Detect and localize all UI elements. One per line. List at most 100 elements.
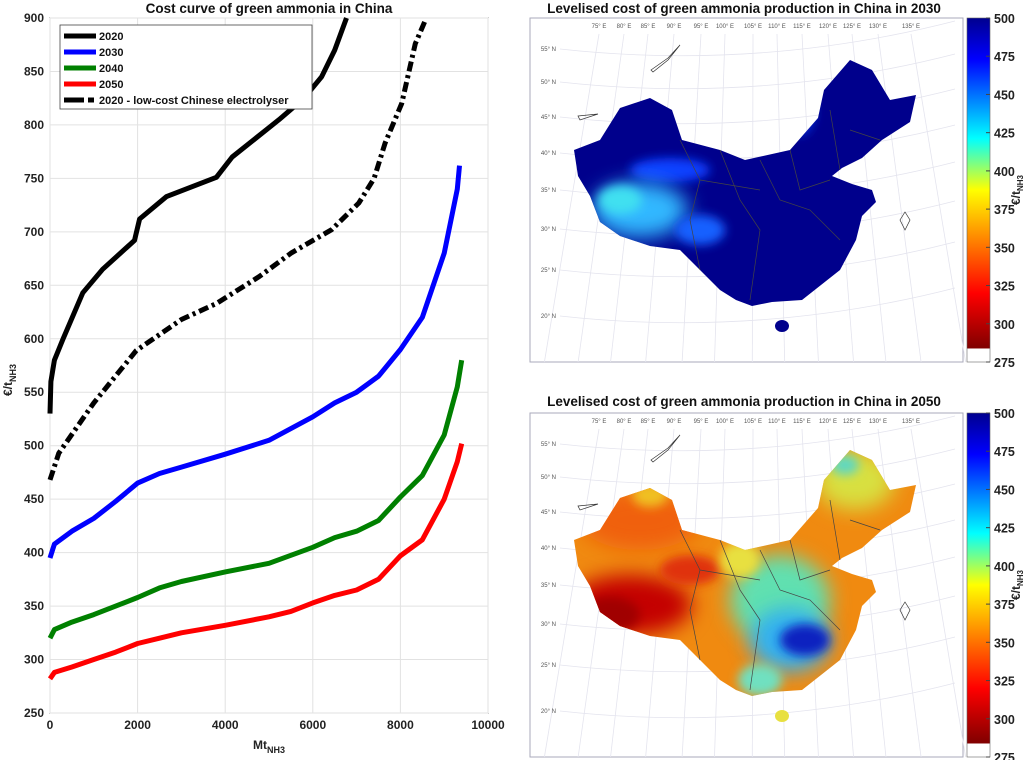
latitude-label: 55° N <box>541 442 556 448</box>
y-tick-label: 600 <box>24 332 44 346</box>
longitude-label: 130° E <box>869 24 887 30</box>
colorbar-tick-label: 450 <box>994 483 1015 497</box>
longitude-label: 120° E <box>819 24 837 30</box>
x-tick-label: 8000 <box>387 718 414 732</box>
meridian <box>877 33 922 363</box>
coastlines <box>577 44 911 231</box>
longitude-label: 110° E <box>768 24 786 30</box>
y-tick-label: 750 <box>24 171 44 185</box>
colorbar-2030-ticks: 500 475 450 425 400 375 350 325 300 275 <box>986 12 1015 370</box>
colorbar-tick-label: 300 <box>994 318 1015 332</box>
latitude-label: 40° N <box>541 151 556 157</box>
series-line-3 <box>47 443 465 681</box>
province-borders <box>679 109 881 301</box>
longitude-label: 135° E <box>902 24 920 30</box>
longitude-label: 95° E <box>694 419 709 425</box>
longitude-label: 110° E <box>768 419 786 425</box>
longitude-label: 75° E <box>592 419 607 425</box>
meridian <box>910 33 966 363</box>
longitude-label: 95° E <box>694 24 709 30</box>
colorbar-tick-label: 375 <box>994 203 1015 217</box>
colorbar-tick-label: 300 <box>994 713 1015 727</box>
colorbar-tick-label: 450 <box>994 88 1015 102</box>
longitude-label: 105° E <box>744 24 762 30</box>
latitude-label: 55° N <box>541 47 556 53</box>
longitude-label: 125° E <box>843 24 861 30</box>
colorbar-tick-label: 475 <box>994 50 1015 64</box>
colorbar-tick-label: 325 <box>994 280 1015 294</box>
colorbar-tick-label: 500 <box>994 407 1015 421</box>
latitude-label: 25° N <box>541 268 556 274</box>
legend-label: 2020 - low-cost Chinese electrolyser <box>99 95 289 107</box>
x-tick-label: 0 <box>47 718 54 732</box>
parallel <box>559 20 956 57</box>
latitude-label: 45° N <box>541 510 556 516</box>
meridian <box>544 33 600 363</box>
series-line-4 <box>47 19 428 481</box>
longitude-label: 120° E <box>819 419 837 425</box>
colorbar-tick-label: 350 <box>994 241 1015 255</box>
latitude-label: 50° N <box>541 80 556 86</box>
meridian <box>910 428 966 758</box>
y-tick-label: 700 <box>24 225 44 239</box>
colorbar-tick-label: 375 <box>994 598 1015 612</box>
latitude-label: 50° N <box>541 475 556 481</box>
colorbar-tick-label: 275 <box>994 356 1015 370</box>
latitude-label: 45° N <box>541 115 556 121</box>
longitude-label: 85° E <box>641 419 656 425</box>
latitude-label: 30° N <box>541 622 556 628</box>
colorbar-2050 <box>966 412 991 758</box>
series-line-2 <box>47 359 465 640</box>
latitude-label: 35° N <box>541 583 556 589</box>
map-2050: Levelised cost of green ammonia producti… <box>529 394 1024 765</box>
latitude-label: 40° N <box>541 546 556 552</box>
legend-label: 2030 <box>99 47 123 59</box>
map-2030: Levelised cost of green ammonia producti… <box>529 1 1024 370</box>
y-tick-label: 800 <box>24 118 44 132</box>
parallel <box>559 287 956 324</box>
y-tick-label: 350 <box>24 599 44 613</box>
parallel <box>559 415 956 452</box>
longitude-label: 105° E <box>744 419 762 425</box>
province-borders <box>577 434 911 691</box>
x-axis-label: MtNH3 <box>253 738 285 755</box>
y-tick-label: 450 <box>24 492 44 506</box>
hainan <box>775 710 789 722</box>
y-tick-label: 300 <box>24 653 44 667</box>
colorbar-2030-label: €/tNH3 <box>1009 174 1024 205</box>
series-line-1 <box>47 165 462 559</box>
latitude-label: 20° N <box>541 314 556 320</box>
series-lines <box>47 17 465 681</box>
y-tick-label: 400 <box>24 546 44 560</box>
colorbar-2030 <box>966 17 991 363</box>
plot-area <box>49 17 489 714</box>
meridian <box>544 428 600 758</box>
legend-label: 2050 <box>99 79 123 91</box>
colorbar-tick-label: 425 <box>994 522 1015 536</box>
colorbar-tick-label: 325 <box>994 675 1015 689</box>
longitude-label: 135° E <box>902 419 920 425</box>
longitude-label: 90° E <box>667 419 682 425</box>
parallel <box>559 53 956 90</box>
cost-curve-chart: Cost curve of green ammonia in China 0 20… <box>1 1 505 755</box>
colorbar-2050-label: €/tNH3 <box>1009 569 1024 600</box>
x-tick-label: 10000 <box>471 718 505 732</box>
colorbar-tick-label: 400 <box>994 560 1015 574</box>
longitude-label: 115° E <box>793 419 811 425</box>
x-tick-label: 4000 <box>212 718 239 732</box>
longitude-label: 100° E <box>716 24 734 30</box>
x-tick-label: 2000 <box>124 718 151 732</box>
series-line-0 <box>47 17 349 414</box>
parallel <box>559 448 956 485</box>
map-2030-title: Levelised cost of green ammonia producti… <box>547 1 941 16</box>
colorbar-tick-label: 425 <box>994 127 1015 141</box>
longitude-label: 80° E <box>617 419 632 425</box>
longitude-label: 115° E <box>793 24 811 30</box>
colorbar-2050-ticks: 500 475 450 425 400 375 350 325 300 275 <box>986 407 1015 765</box>
latitude-label: 30° N <box>541 227 556 233</box>
y-tick-label: 850 <box>24 64 44 78</box>
colorbar-tick-label: 400 <box>994 165 1015 179</box>
latitude-label: 35° N <box>541 188 556 194</box>
longitude-label: 80° E <box>617 24 632 30</box>
colorbar-tick-label: 350 <box>994 636 1015 650</box>
